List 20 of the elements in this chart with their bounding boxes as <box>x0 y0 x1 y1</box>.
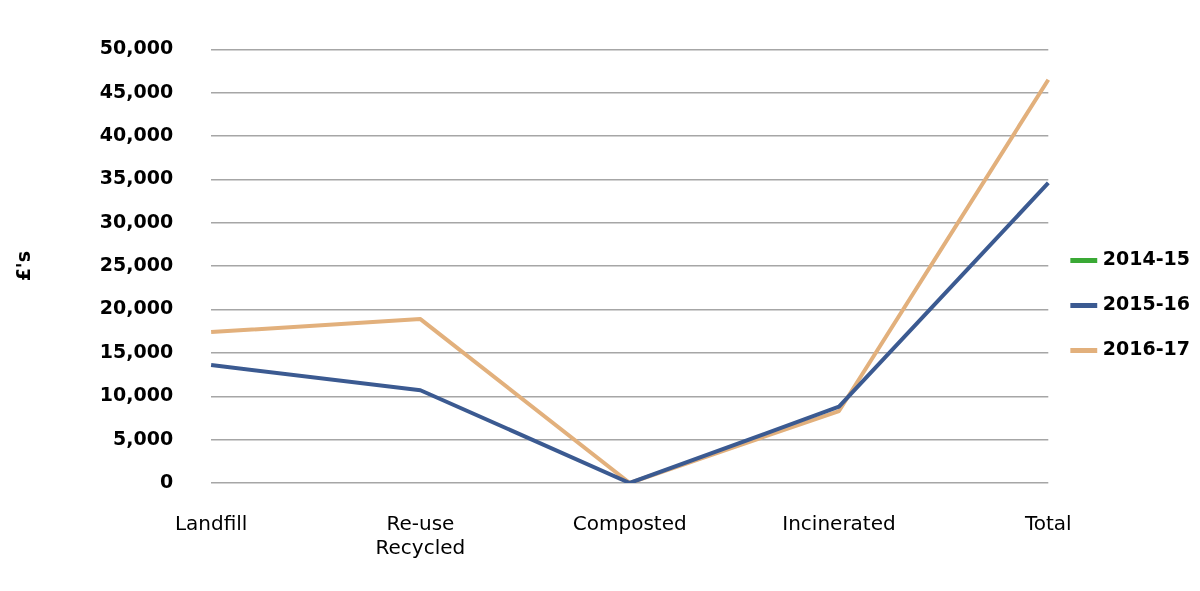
legend-label: 2016-17 <box>1102 337 1191 360</box>
x-tick-label: Re-use Recycled <box>375 511 466 560</box>
y-tick-label: 15,000 <box>99 339 174 362</box>
y-tick-label: 35,000 <box>99 166 174 189</box>
y-tick-label: 45,000 <box>99 79 174 102</box>
x-tick-label: Total <box>1023 511 1072 536</box>
y-tick-label: 30,000 <box>99 209 174 232</box>
legend-label: 2014-15 <box>1102 247 1191 270</box>
y-tick-label: 50,000 <box>99 36 174 59</box>
y-tick-label: 10,000 <box>99 383 174 406</box>
x-tick-label: Composted <box>572 511 687 536</box>
x-tick-label: Incinerated <box>782 511 896 536</box>
y-tick-label: 5,000 <box>113 426 174 449</box>
y-tick-label: 0 <box>159 469 174 492</box>
legend-label: 2015-16 <box>1102 292 1191 315</box>
y-tick-label: 25,000 <box>99 253 174 276</box>
y-tick-label: 40,000 <box>99 123 174 146</box>
y-axis-title: £'s <box>12 251 35 282</box>
x-tick-label: Landfill <box>174 511 248 536</box>
y-tick-label: 20,000 <box>99 296 174 319</box>
